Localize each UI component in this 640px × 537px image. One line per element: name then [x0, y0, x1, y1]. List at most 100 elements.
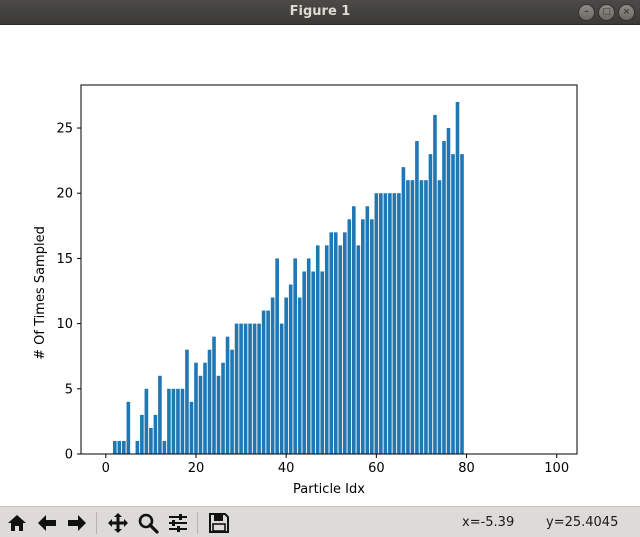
bar-21 — [198, 375, 203, 454]
bar-7 — [135, 440, 140, 454]
bar-22 — [203, 362, 207, 454]
bar-33 — [252, 323, 257, 454]
bar-65 — [397, 193, 401, 454]
bar-5 — [126, 401, 131, 454]
bar-51 — [333, 232, 338, 454]
pan-button[interactable] — [105, 510, 131, 536]
bar-50 — [329, 232, 334, 454]
bar-28 — [230, 349, 234, 454]
y-coordinate-readout: y=25.4045 — [546, 515, 619, 530]
x-tick-label: 60 — [368, 461, 385, 476]
bar-8 — [140, 414, 144, 454]
home-icon — [8, 515, 26, 531]
bar-57 — [361, 219, 365, 454]
bar-37 — [270, 297, 275, 454]
forward-button[interactable] — [64, 510, 90, 536]
bar-42 — [293, 258, 297, 454]
bar-17 — [180, 388, 185, 454]
y-tick-label: 10 — [56, 317, 73, 332]
bar-69 — [415, 141, 419, 454]
bar-20 — [194, 362, 198, 454]
magnifier-icon — [138, 513, 159, 534]
bar-52 — [338, 245, 343, 454]
home-button[interactable] — [4, 510, 30, 536]
bar-15 — [171, 388, 176, 454]
bar-10 — [149, 427, 153, 454]
bar-36 — [266, 310, 270, 454]
bar-29 — [234, 323, 239, 454]
move-icon — [108, 513, 128, 533]
bar-43 — [297, 297, 302, 454]
bar-73 — [433, 114, 437, 455]
y-axis-label: # Of Times Sampled — [33, 226, 48, 360]
y-tick-label: 20 — [56, 187, 73, 202]
back-button[interactable] — [34, 510, 60, 536]
bar-11 — [153, 414, 158, 454]
bar-62 — [383, 193, 388, 454]
bar-30 — [239, 323, 243, 454]
minimize-button[interactable]: – — [578, 4, 595, 21]
bar-27 — [225, 336, 230, 454]
y-tick-label: 0 — [65, 448, 73, 463]
bar-2 — [113, 440, 117, 454]
bar-47 — [315, 245, 320, 454]
close-button[interactable]: × — [618, 4, 635, 21]
bar-38 — [275, 258, 279, 454]
bar-72 — [428, 154, 433, 455]
bar-chart: 0 20 40 60 80 100 0 5 10 15 20 25 Particle Idx # O… — [33, 84, 578, 497]
bar-16 — [176, 388, 180, 454]
x-coordinate-readout: x=-5.39 — [462, 515, 515, 530]
bar-3 — [117, 440, 122, 454]
bar-53 — [342, 232, 347, 454]
bar-46 — [311, 271, 316, 454]
bar-25 — [216, 375, 221, 454]
bar-9 — [144, 388, 149, 454]
sliders-icon — [169, 514, 187, 532]
bar-60 — [374, 193, 379, 454]
bar-59 — [370, 219, 374, 454]
plot-frame — [80, 84, 578, 455]
bar-71 — [424, 180, 428, 454]
bar-31 — [243, 323, 248, 454]
bar-14 — [167, 388, 171, 454]
configure-subplots-button[interactable] — [165, 510, 191, 536]
bar-39 — [279, 323, 284, 454]
x-tick-label: 40 — [278, 461, 295, 476]
bar-45 — [306, 258, 311, 454]
bar-4 — [122, 440, 126, 454]
bar-70 — [419, 180, 424, 454]
maximize-button[interactable]: □ — [598, 4, 615, 21]
toolbar-separator — [197, 512, 198, 534]
floppy-icon — [209, 513, 229, 533]
bar-58 — [365, 206, 370, 454]
bar-41 — [288, 284, 293, 454]
bar-35 — [261, 310, 266, 454]
y-tick-label: 15 — [56, 252, 73, 267]
x-axis-ticks: 0 20 40 60 80 100 — [102, 454, 569, 476]
figure-canvas[interactable]: 0 20 40 60 80 100 0 5 10 15 20 25 Particle Idx # O… — [0, 25, 640, 506]
x-axis-label: Particle Idx — [293, 482, 365, 497]
plot-background — [81, 85, 577, 454]
bar-40 — [284, 297, 288, 454]
zoom-button[interactable] — [135, 510, 161, 536]
save-button[interactable] — [206, 510, 232, 536]
bar-32 — [248, 323, 252, 454]
bar-26 — [221, 362, 225, 454]
bar-74 — [437, 180, 442, 454]
bar-34 — [257, 323, 261, 454]
bar-66 — [401, 167, 406, 454]
arrow-left-icon — [38, 515, 56, 531]
bar-49 — [324, 245, 329, 454]
toolbar-separator — [96, 512, 97, 534]
x-tick-label: 0 — [102, 461, 110, 476]
bar-76 — [446, 128, 451, 454]
bar-54 — [347, 219, 352, 454]
bar-68 — [410, 180, 415, 454]
bar-48 — [320, 271, 325, 454]
y-tick-label: 25 — [56, 122, 73, 137]
arrow-right-icon — [68, 515, 86, 531]
title-bar: Figure 1 – □ × — [0, 0, 640, 25]
x-tick-label: 100 — [544, 461, 569, 476]
bar-44 — [302, 271, 307, 454]
bar-79 — [460, 154, 464, 455]
